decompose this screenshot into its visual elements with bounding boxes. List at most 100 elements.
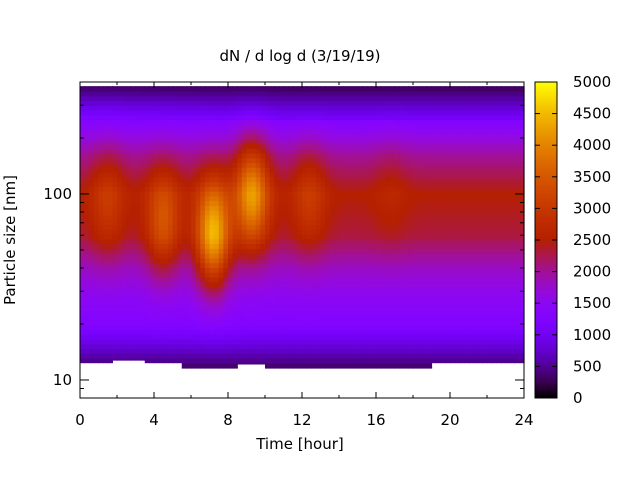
- heatmap-cell: [422, 210, 428, 216]
- heatmap-cell: [232, 286, 238, 292]
- heatmap-cell: [394, 248, 400, 254]
- heatmap-cell: [278, 300, 285, 307]
- heatmap-cell: [98, 205, 104, 211]
- heatmap-cell: [214, 305, 220, 311]
- heatmap-cell: [362, 286, 368, 292]
- heatmap-cell: [283, 167, 289, 173]
- heatmap-cell: [297, 295, 303, 302]
- heatmap-cell: [214, 109, 220, 116]
- heatmap-cell: [214, 195, 220, 202]
- heatmap-cell: [98, 229, 104, 235]
- heatmap-cell: [352, 162, 359, 168]
- heatmap-cell: [98, 262, 104, 268]
- heatmap-cell: [214, 105, 220, 111]
- heatmap-cell: [89, 191, 95, 197]
- heatmap-cell: [172, 315, 178, 321]
- heatmap-cell: [288, 257, 294, 264]
- heatmap-cell: [297, 143, 303, 149]
- heatmap-cell: [311, 152, 317, 159]
- heatmap-cell: [339, 276, 345, 283]
- heatmap-cell: [140, 243, 146, 249]
- heatmap-cell: [278, 195, 285, 202]
- heatmap-cell: [218, 295, 224, 302]
- heatmap-cell: [228, 238, 234, 245]
- heatmap-cell: [269, 310, 275, 316]
- heatmap-cell: [98, 319, 104, 326]
- heatmap-cell: [385, 124, 391, 130]
- heatmap-cell: [98, 315, 104, 321]
- heatmap-cell: [399, 176, 405, 183]
- heatmap-cell: [130, 305, 137, 311]
- heatmap-cell: [117, 233, 123, 240]
- heatmap-cell: [311, 229, 317, 235]
- heatmap-cell: [311, 214, 317, 221]
- heatmap-cell: [431, 200, 437, 206]
- heatmap-cell: [149, 315, 155, 321]
- heatmap-cell: [408, 109, 414, 116]
- heatmap-cell: [121, 200, 127, 206]
- heatmap-cell: [89, 148, 95, 154]
- heatmap-cell: [237, 86, 243, 92]
- heatmap-cell: [352, 109, 359, 116]
- heatmap-cell: [403, 191, 409, 197]
- heatmap-cell: [177, 148, 183, 154]
- heatmap-cell: [320, 310, 326, 316]
- heatmap-cell: [320, 353, 326, 359]
- heatmap-cell: [93, 129, 100, 135]
- heatmap-cell: [450, 148, 456, 154]
- heatmap-cell: [417, 238, 423, 245]
- heatmap-cell: [339, 348, 345, 354]
- heatmap-cell: [357, 276, 363, 283]
- heatmap-cell: [130, 334, 137, 340]
- heatmap-cell: [135, 138, 141, 144]
- heatmap-cell: [186, 200, 192, 206]
- heatmap-cell: [399, 357, 405, 364]
- heatmap-cell: [348, 315, 354, 321]
- heatmap-cell: [440, 310, 446, 316]
- heatmap-cell: [167, 171, 174, 178]
- heatmap-cell: [417, 90, 423, 97]
- heatmap-cell: [352, 262, 359, 268]
- heatmap-cell: [251, 281, 257, 288]
- heatmap-cell: [246, 181, 252, 187]
- heatmap-cell: [177, 310, 183, 316]
- heatmap-cell: [186, 286, 192, 292]
- heatmap-cell: [380, 329, 386, 335]
- heatmap-cell: [343, 300, 349, 307]
- heatmap-cell: [269, 133, 275, 140]
- heatmap-cell: [204, 162, 211, 168]
- heatmap-cell: [362, 148, 368, 154]
- heatmap-cell: [302, 138, 308, 144]
- heatmap-cell: [181, 195, 187, 202]
- heatmap-cell: [399, 334, 405, 340]
- heatmap-cell: [288, 233, 294, 240]
- heatmap-cell: [371, 334, 377, 340]
- heatmap-cell: [103, 310, 109, 316]
- heatmap-cell: [278, 334, 285, 340]
- heatmap-cell: [315, 324, 322, 330]
- heatmap-cell: [325, 348, 331, 354]
- heatmap-cell: [292, 133, 298, 140]
- heatmap-cell: [251, 205, 257, 211]
- heatmap-cell: [177, 233, 183, 240]
- heatmap-cell: [167, 210, 174, 216]
- heatmap-cell: [343, 210, 349, 216]
- heatmap-cell: [325, 143, 331, 149]
- heatmap-cell: [251, 210, 257, 216]
- heatmap-cell: [394, 133, 400, 140]
- heatmap-cell: [200, 324, 206, 330]
- heatmap-cell: [315, 105, 322, 111]
- heatmap-cell: [343, 100, 349, 106]
- heatmap-cell: [352, 143, 359, 149]
- heatmap-cell: [255, 95, 261, 102]
- heatmap-cell: [394, 257, 400, 264]
- heatmap-cell: [463, 86, 470, 92]
- heatmap-cell: [172, 210, 178, 216]
- heatmap-cell: [315, 143, 322, 149]
- heatmap-cell: [315, 276, 322, 283]
- heatmap-cell: [269, 167, 275, 173]
- heatmap-cell: [366, 138, 372, 144]
- heatmap-cell: [445, 248, 451, 254]
- heatmap-cell: [403, 286, 409, 292]
- heatmap-cell: [431, 357, 437, 364]
